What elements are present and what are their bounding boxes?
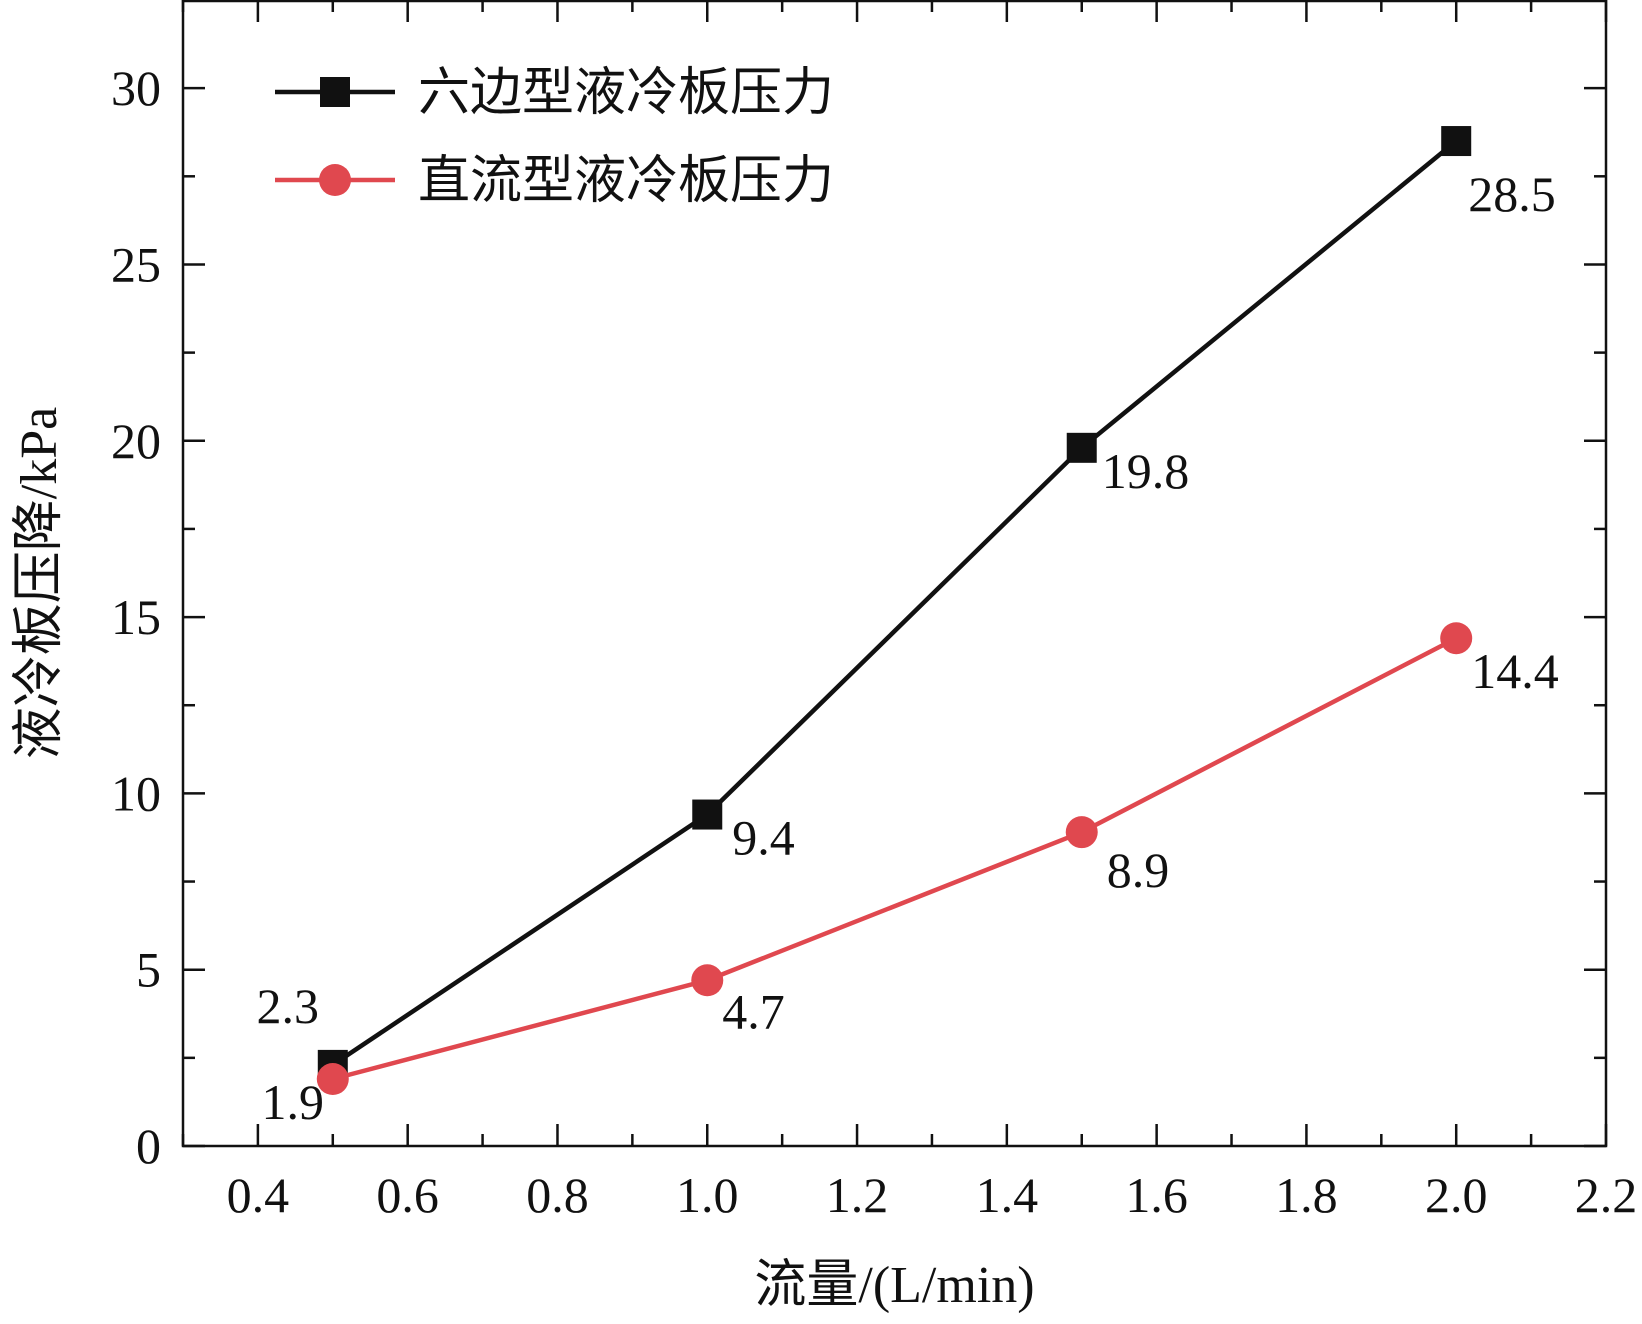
y-tick-label: 30	[111, 60, 161, 116]
y-tick-label: 15	[111, 589, 161, 645]
x-tick-label: 1.8	[1275, 1167, 1338, 1223]
y-tick-label: 0	[136, 1118, 161, 1174]
x-tick-label: 1.4	[976, 1167, 1039, 1223]
data-label: 1.9	[262, 1074, 325, 1130]
x-tick-label: 1.0	[676, 1167, 739, 1223]
x-tick-label: 0.8	[526, 1167, 589, 1223]
y-tick-label: 10	[111, 765, 161, 821]
data-point	[1440, 622, 1473, 655]
data-label: 9.4	[732, 810, 795, 866]
data-label: 4.7	[722, 983, 785, 1039]
data-point	[316, 1063, 349, 1096]
data-label: 19.8	[1102, 443, 1190, 499]
data-label: 2.3	[257, 978, 320, 1034]
series-line	[332, 636, 1458, 1082]
x-tick-label: 1.6	[1125, 1167, 1188, 1223]
y-axis-title: 液冷板压降/kPa	[11, 407, 68, 759]
y-tick-label: 25	[111, 236, 161, 292]
axes: 0.4 0.6 0.8 1.0 1.2 1.4 1.6 1.8 2.0 2.2 0 5 10 15 20 25…	[111, 0, 1637, 1223]
data-point	[692, 799, 723, 830]
legend-item-1: 六边型液冷板压力	[275, 65, 834, 122]
plot-frame	[181, 0, 1608, 1148]
x-tick-label: 1.2	[826, 1167, 889, 1223]
series-line	[331, 139, 1458, 1067]
series-2: 1.9 4.7 8.9 14.4	[262, 622, 1559, 1130]
legend-marker	[320, 77, 350, 107]
x-axis-title: 流量/(L/min)	[754, 1257, 1034, 1314]
data-point	[1066, 432, 1097, 463]
x-tick-label: 0.6	[376, 1167, 439, 1223]
data-label: 28.5	[1468, 166, 1556, 222]
legend-label: 直流型液冷板压力	[418, 153, 834, 210]
data-point	[691, 964, 724, 997]
legend-label: 六边型液冷板压力	[418, 65, 834, 122]
x-tick-label: 2.0	[1425, 1167, 1488, 1223]
data-point	[1065, 816, 1098, 849]
y-tick-label: 5	[136, 942, 161, 998]
data-point	[1441, 126, 1472, 157]
y-tick-label: 20	[111, 413, 161, 469]
legend-item-2: 直流型液冷板压力	[275, 153, 834, 210]
x-tick-label: 2.2	[1575, 1167, 1638, 1223]
plot-area: 2.3 9.4 19.8 28.5 1.9 4.7 8.9 14.4	[257, 126, 1559, 1130]
data-label: 8.9	[1107, 842, 1170, 898]
series-1: 2.3 9.4 19.8 28.5	[257, 126, 1556, 1080]
x-tick-label: 0.4	[227, 1167, 290, 1223]
data-label: 14.4	[1471, 643, 1559, 699]
legend-marker	[319, 164, 351, 196]
